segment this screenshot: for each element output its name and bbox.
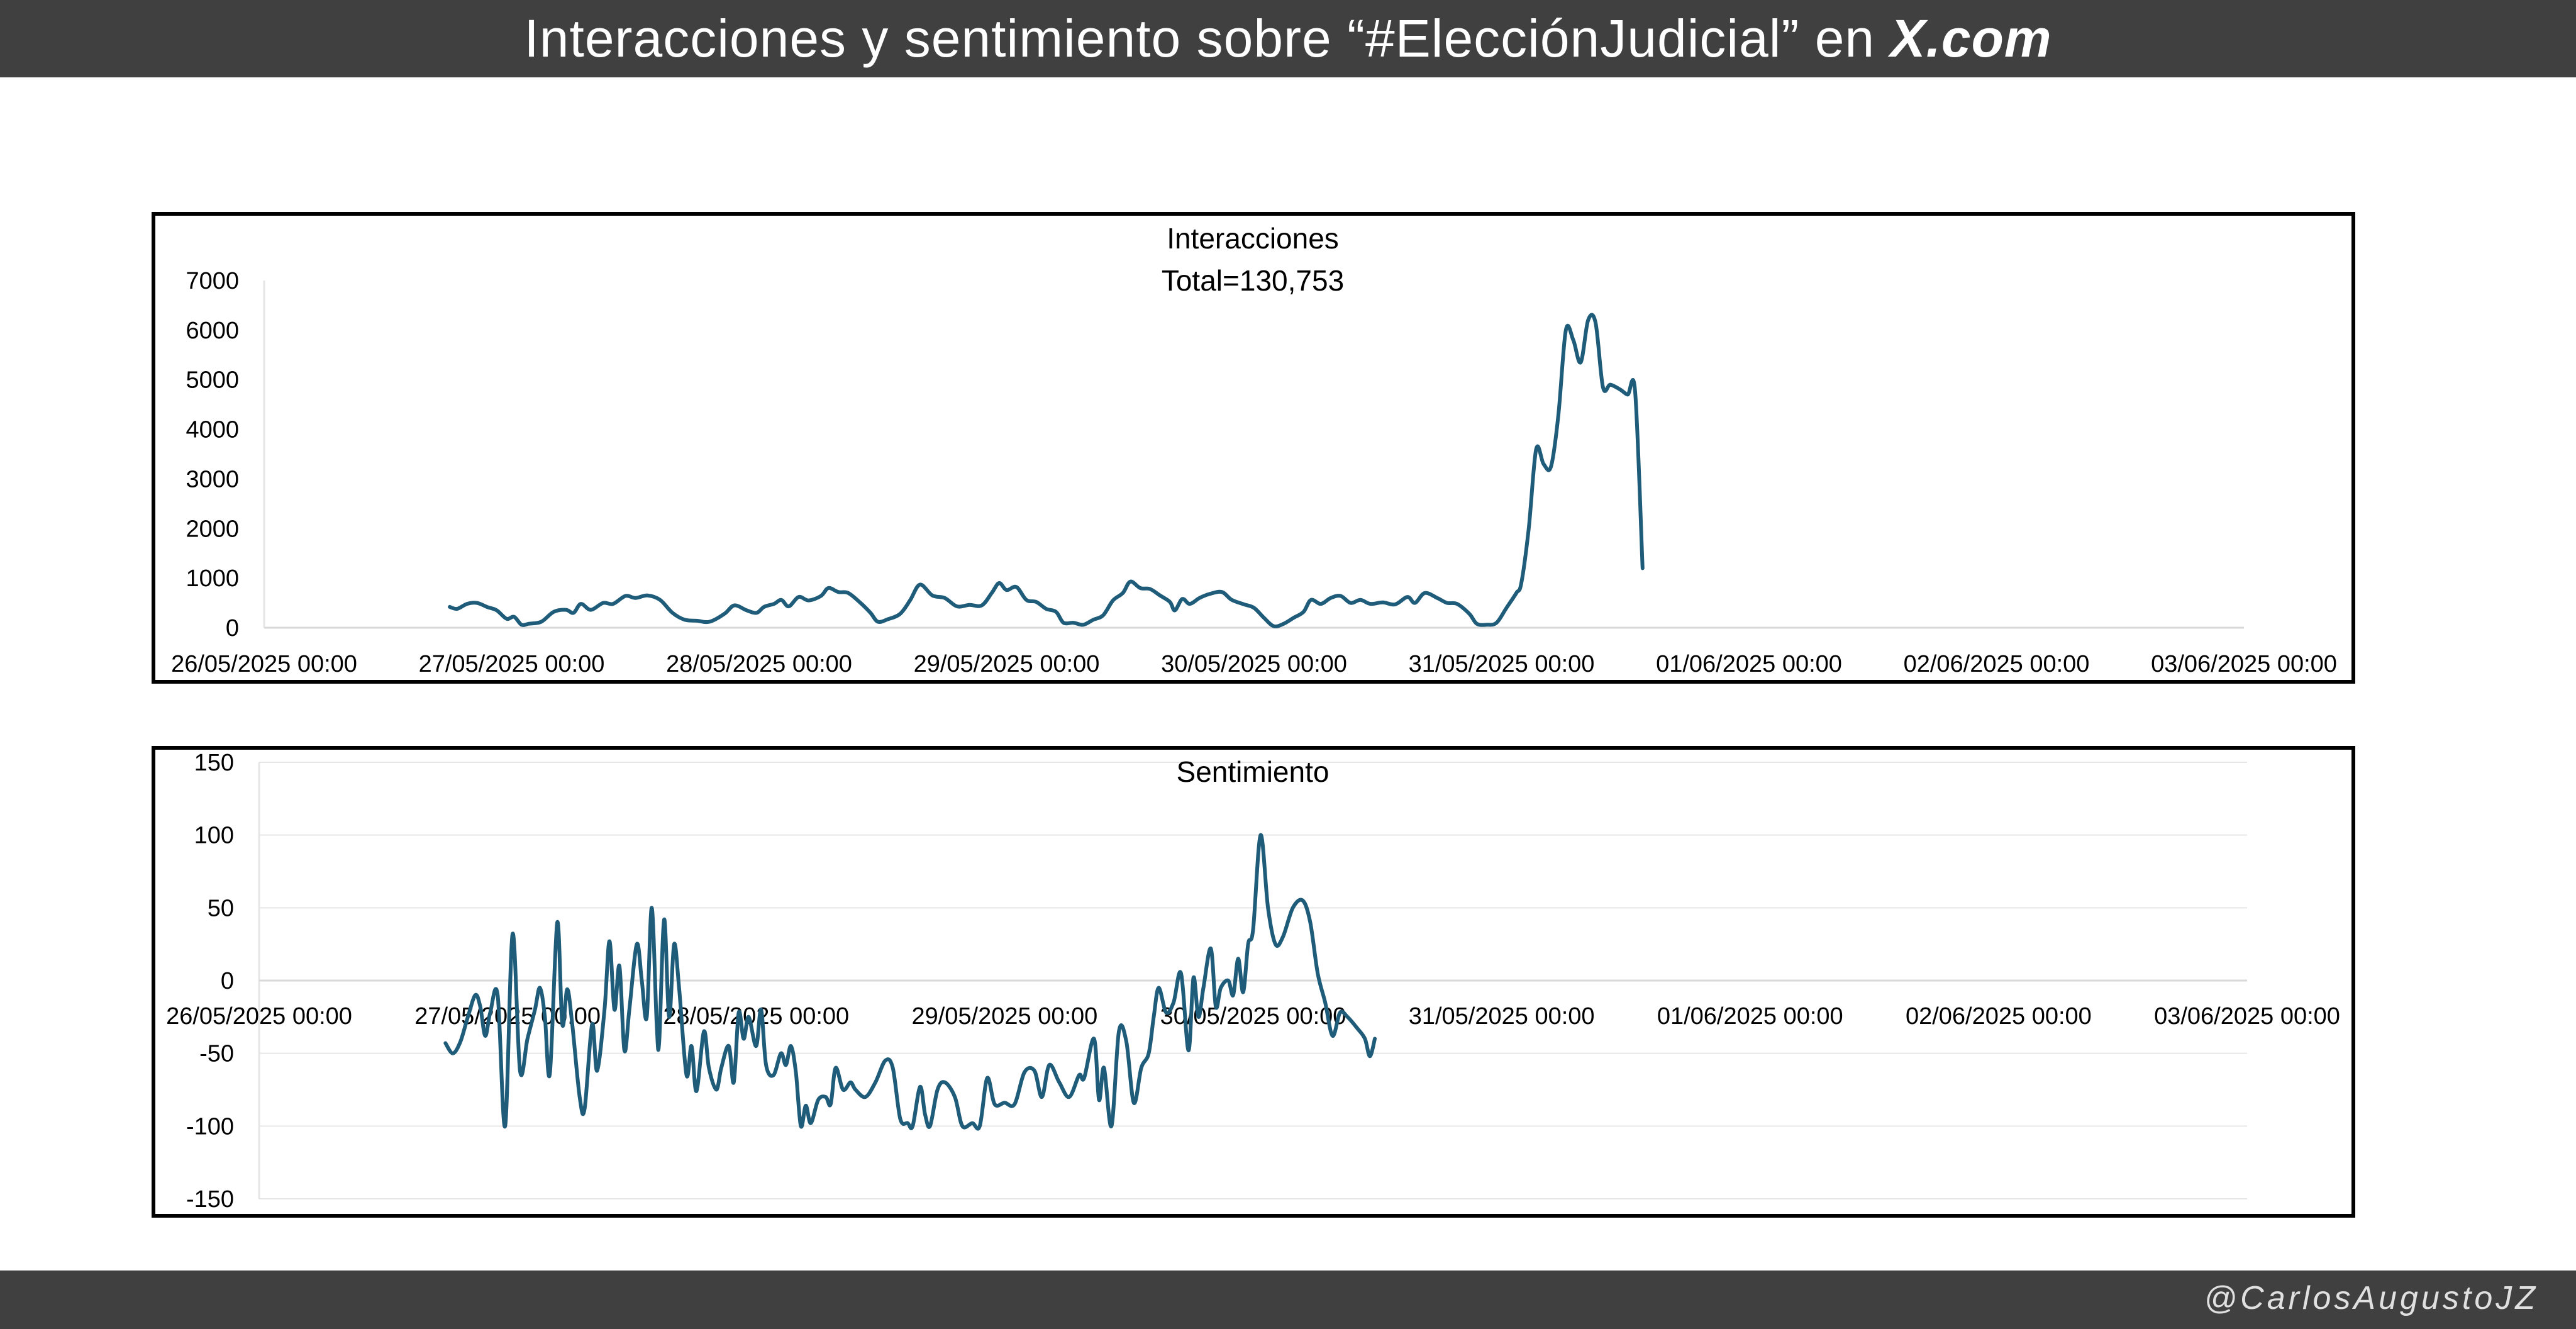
interactions-y-tick-label-7: 7000 — [186, 268, 239, 294]
interactions-chart-subtitle: Total=130,753 — [1162, 264, 1344, 297]
interactions-x-tick-label-0: 26/05/2025 00:00 — [171, 651, 357, 677]
sentiment-chart-title: Sentimiento — [1177, 755, 1330, 788]
interactions-x-tick-label-3: 29/05/2025 00:00 — [914, 651, 1100, 677]
interactions-x-tick-label-7: 02/06/2025 00:00 — [1904, 651, 2090, 677]
interactions-chart: 0 1000 2000 3000 4000 5000 6000 7000 26/05/2025 … — [171, 222, 2337, 677]
interactions-y-tick-label-4: 4000 — [186, 417, 239, 443]
sentiment-chart-frame — [152, 746, 2355, 1218]
interactions-chart-frame — [152, 212, 2355, 684]
interactions-y-tick-label-6: 6000 — [186, 318, 239, 344]
footer-credit: @CarlosAugustoJZ — [2204, 1280, 2538, 1316]
sentiment-y-tick-label-3: 0 — [221, 968, 234, 994]
sentiment-x-tick-label-0: 26/05/2025 00:00 — [166, 1003, 352, 1030]
sentiment-y-tick-label-4: 50 — [208, 895, 234, 921]
sentiment-x-tick-label-2: 28/05/2025 00:00 — [663, 1003, 849, 1030]
sentiment-y-tick-label-5: 100 — [194, 823, 234, 849]
sentiment-series-line-0 — [443, 833, 1377, 1131]
sentiment-x-tick-label-4: 30/05/2025 00:00 — [1160, 1003, 1346, 1030]
page-title-brand: X.com — [1890, 9, 2052, 68]
sentiment-y-tick-label-2: -50 — [199, 1041, 234, 1067]
sentiment-y-tick-label-6: 150 — [194, 750, 234, 776]
interactions-y-tick-label-3: 3000 — [186, 466, 239, 492]
interactions-x-tick-label-4: 30/05/2025 00:00 — [1161, 651, 1347, 677]
sentiment-x-tick-label-8: 03/06/2025 00:00 — [2154, 1003, 2340, 1030]
header-bar: Interacciones y sentimiento sobre “#Elec… — [0, 0, 2576, 77]
footer-bar: @CarlosAugustoJZ — [0, 1271, 2576, 1329]
interactions-x-tick-label-5: 31/05/2025 00:00 — [1409, 651, 1595, 677]
sentiment-x-tick-label-7: 02/06/2025 00:00 — [1906, 1003, 2092, 1030]
interactions-series-line-0 — [448, 313, 1645, 628]
interactions-x-tick-label-2: 28/05/2025 00:00 — [666, 651, 852, 677]
interactions-y-tick-label-2: 2000 — [186, 516, 239, 542]
sentiment-x-tick-label-6: 01/06/2025 00:00 — [1657, 1003, 1843, 1030]
interactions-x-tick-label-8: 03/06/2025 00:00 — [2151, 651, 2337, 677]
interactions-x-tick-label-6: 01/06/2025 00:00 — [1656, 651, 1842, 677]
page-title-prefix: Interacciones y sentimiento sobre “#Elec… — [524, 9, 1890, 68]
page-title: Interacciones y sentimiento sobre “#Elec… — [524, 8, 2051, 69]
sentiment-y-tick-label-1: -100 — [186, 1113, 234, 1140]
sentiment-y-tick-label-0: -150 — [186, 1186, 234, 1213]
interactions-y-tick-label-5: 5000 — [186, 367, 239, 394]
interactions-chart-title: Interacciones — [1167, 222, 1339, 255]
interactions-x-tick-label-1: 27/05/2025 00:00 — [419, 651, 605, 677]
interactions-y-tick-label-0: 0 — [226, 615, 239, 642]
interactions-y-tick-label-1: 1000 — [186, 565, 239, 592]
sentiment-x-tick-label-3: 29/05/2025 00:00 — [911, 1003, 1097, 1030]
sentiment-x-tick-label-5: 31/05/2025 00:00 — [1409, 1003, 1595, 1030]
